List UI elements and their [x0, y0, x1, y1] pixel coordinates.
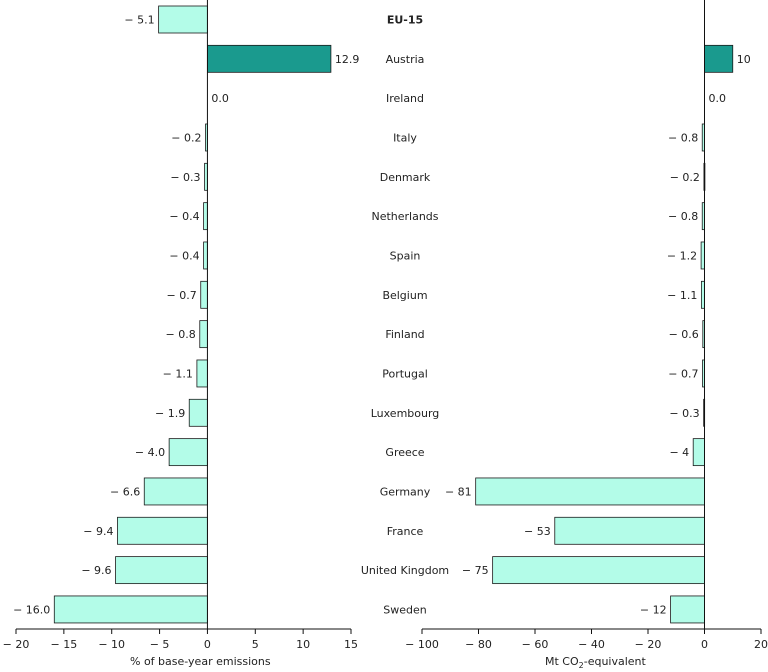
- country-label-portugal: Portugal: [382, 367, 428, 380]
- right-value-label: − 0.8: [668, 131, 698, 144]
- left-value-label: 12.9: [335, 53, 360, 66]
- left-bar-luxembourg: [188, 398, 208, 427]
- left-x-tick-label: − 15: [51, 638, 78, 651]
- left-value-label: − 1.9: [155, 407, 185, 420]
- country-label-luxembourg: Luxembourg: [371, 407, 440, 420]
- left-bar-france: [117, 516, 208, 545]
- right-value-label: − 12: [640, 603, 667, 616]
- left-bar-austria: [207, 44, 332, 73]
- left-value-label: − 0.2: [171, 131, 201, 144]
- left-bar-spain: [203, 241, 208, 270]
- left-bar-chart: − 5.1 12.9 0.0 − 0.2 − 0.3 − 0.4 − 0.4 − 0.7 − 0…: [3, 0, 360, 668]
- right-bar-sweden: [670, 595, 705, 624]
- country-labels: EU-15 Austria Ireland Italy Denmark Netherlan…: [361, 14, 449, 617]
- right-bar-spain: [700, 241, 705, 270]
- left-x-tick-label: 0: [204, 638, 211, 651]
- left-value-label: − 1.1: [163, 367, 193, 380]
- country-label-belgium: Belgium: [382, 289, 427, 302]
- country-label-greece: Greece: [385, 446, 424, 459]
- right-value-label: − 0.6: [669, 328, 699, 341]
- left-value-label: − 0.8: [166, 328, 196, 341]
- right-value-label: − 0.3: [669, 407, 699, 420]
- right-value-label: − 0.8: [668, 210, 698, 223]
- country-label-france: France: [387, 525, 424, 538]
- left-value-label: − 6.6: [110, 485, 140, 498]
- left-x-tick-label: 10: [296, 638, 310, 651]
- left-value-label: − 0.7: [167, 289, 197, 302]
- right-bar-france: [554, 516, 705, 545]
- left-x-tick-label: − 5: [150, 638, 170, 651]
- right-x-tick-label: − 40: [578, 638, 605, 651]
- country-label-austria: Austria: [386, 53, 425, 66]
- left-value-label: − 0.4: [169, 249, 199, 262]
- left-bar-finland: [199, 320, 208, 349]
- left-value-label: − 4.0: [135, 446, 165, 459]
- right-value-label: − 0.2: [670, 171, 700, 184]
- right-x-tick-label: − 20: [635, 638, 662, 651]
- left-value-label: 0.0: [211, 92, 229, 105]
- right-value-label: − 1.2: [667, 249, 697, 262]
- right-x-tick-label: − 100: [405, 638, 439, 651]
- left-bar-united-kingdom: [115, 556, 208, 585]
- right-value-label: − 81: [445, 485, 472, 498]
- left-value-label: − 9.4: [83, 525, 113, 538]
- left-bar-germany: [143, 477, 208, 506]
- left-x-tick-label: − 10: [98, 638, 125, 651]
- left-x-axis-title: % of base-year emissions: [130, 655, 271, 668]
- country-label-sweden: Sweden: [383, 603, 426, 616]
- right-x-tick-label: − 60: [522, 638, 549, 651]
- country-label-netherlands: Netherlands: [371, 210, 438, 223]
- country-label-denmark: Denmark: [380, 171, 431, 184]
- left-bar-sweden: [53, 595, 208, 624]
- right-bar-germany: [475, 477, 705, 506]
- left-value-label: − 0.4: [169, 210, 199, 223]
- right-x-axis-title: Mt CO2-equivalent: [545, 655, 647, 670]
- left-value-label: − 9.6: [81, 564, 111, 577]
- right-value-label: − 1.1: [667, 289, 697, 302]
- country-label-italy: Italy: [393, 131, 417, 144]
- right-bar-united-kingdom: [492, 556, 705, 585]
- right-bar-chart: 10 0.0 − 0.8 − 0.2 − 0.8 − 1.2 − 1.1 − 0.6 − 0.7…: [405, 0, 768, 670]
- right-value-label: − 53: [524, 525, 551, 538]
- left-value-label: − 16.0: [13, 603, 50, 616]
- country-label-ireland: Ireland: [386, 92, 424, 105]
- left-x-tick-label: − 20: [3, 638, 30, 651]
- left-value-label: − 5.1: [124, 14, 154, 27]
- country-label-eu-15: EU-15: [387, 14, 423, 27]
- right-value-label: − 75: [462, 564, 489, 577]
- left-x-tick-label: 5: [252, 638, 259, 651]
- country-label-germany: Germany: [380, 485, 431, 498]
- left-bar-belgium: [200, 280, 208, 309]
- left-bar-netherlands: [203, 202, 208, 231]
- right-x-tick-label: − 80: [465, 638, 492, 651]
- right-bar-greece: [692, 438, 705, 467]
- country-label-finland: Finland: [385, 328, 424, 341]
- right-value-label: − 0.7: [668, 367, 698, 380]
- country-label-united-kingdom: United Kingdom: [361, 564, 449, 577]
- left-bar-greece: [168, 438, 208, 467]
- country-label-spain: Spain: [390, 249, 421, 262]
- left-value-label: − 0.3: [170, 171, 200, 184]
- right-value-label: − 4: [669, 446, 689, 459]
- right-x-tick-label: 0: [701, 638, 708, 651]
- left-bar-portugal: [196, 359, 208, 388]
- right-value-label: 10: [737, 53, 751, 66]
- right-bar-austria: [704, 44, 734, 73]
- right-value-label: 0.0: [709, 92, 727, 105]
- left-x-tick-label: 15: [344, 638, 358, 651]
- right-x-tick-label: 20: [754, 638, 768, 651]
- left-bar-eu-15: [158, 5, 208, 34]
